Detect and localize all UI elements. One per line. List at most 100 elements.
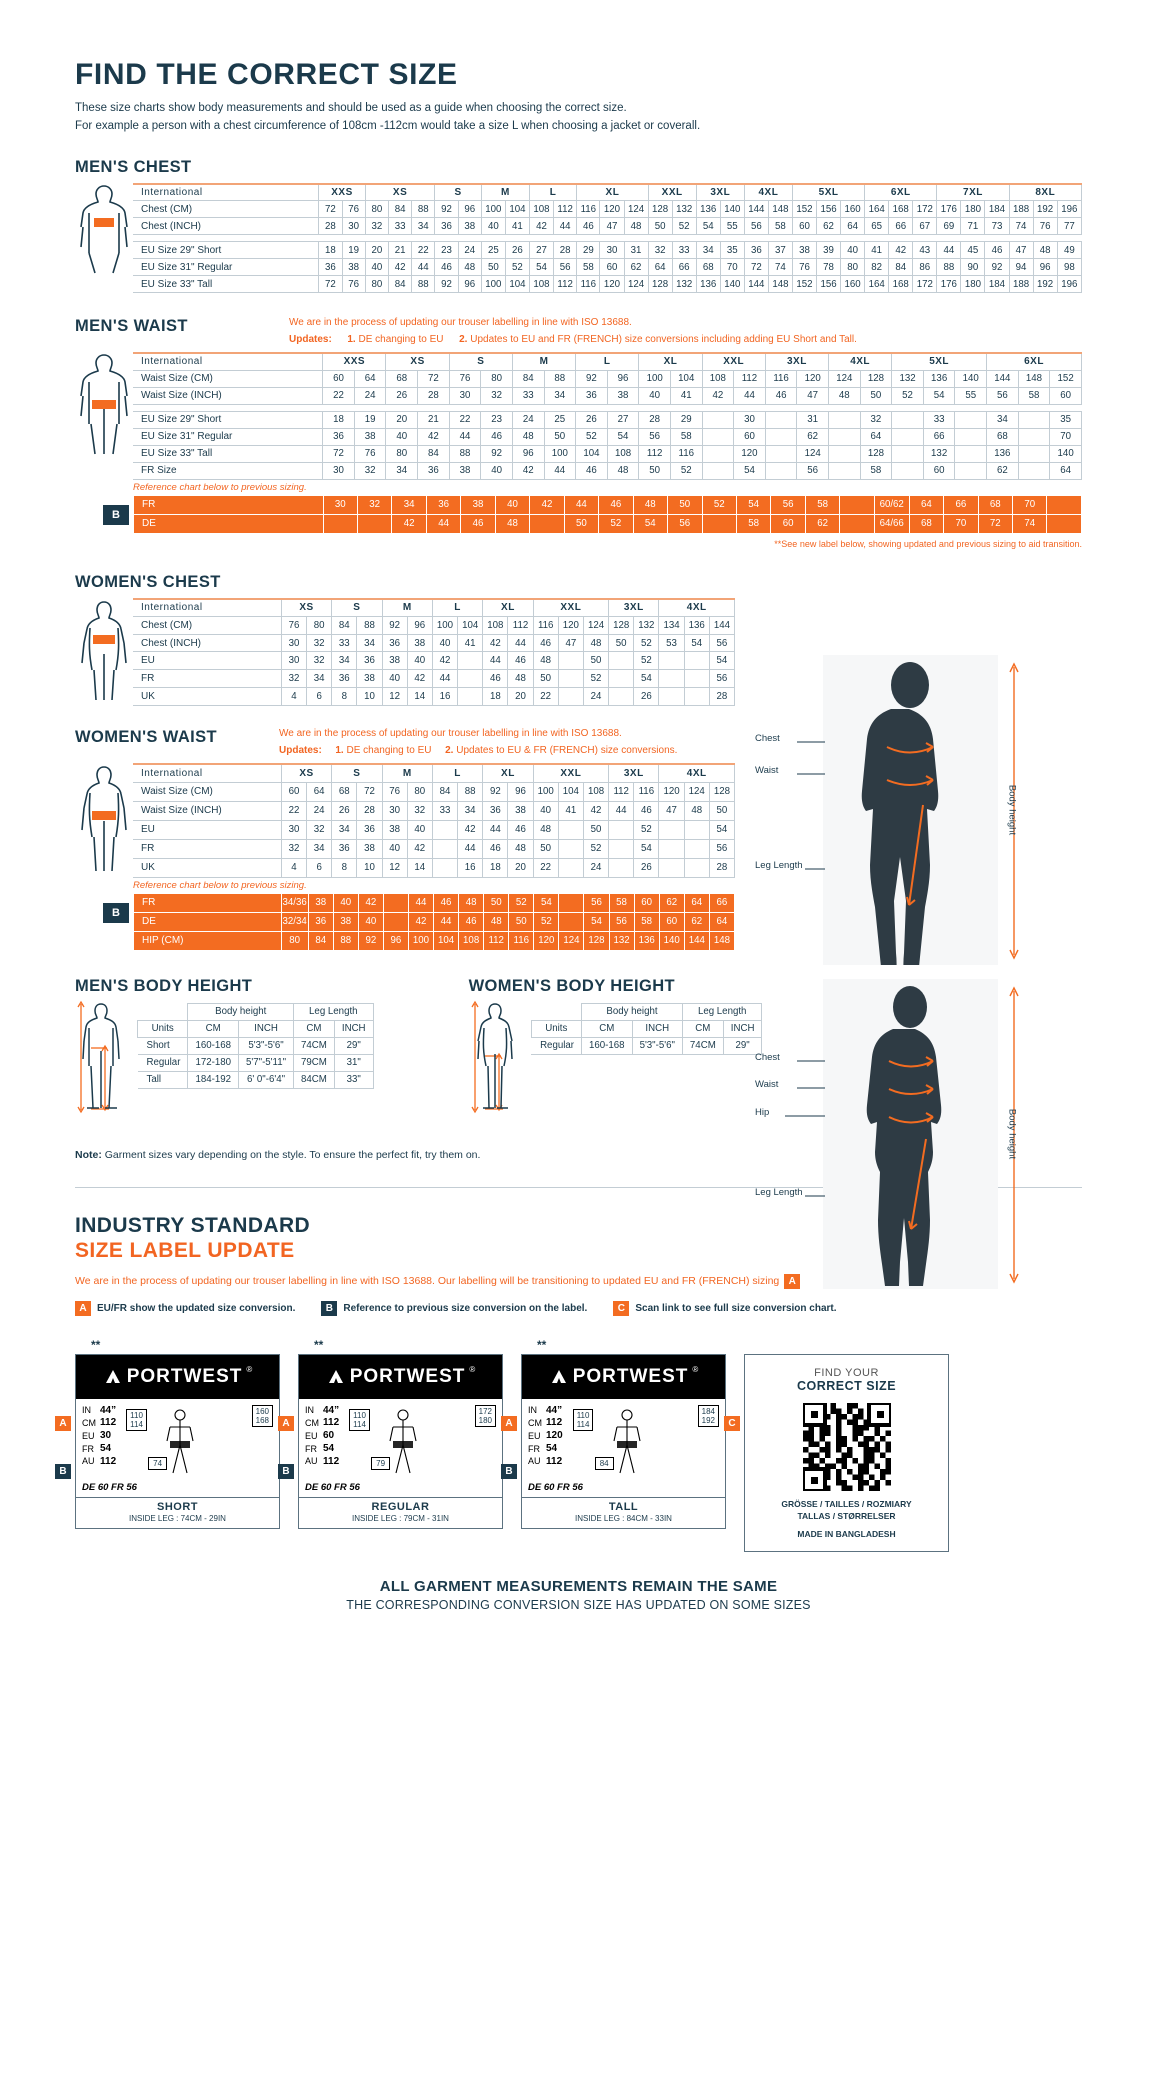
table-cell: 168 bbox=[888, 275, 914, 294]
table-cell: 40 bbox=[406, 651, 433, 671]
table-cell: 66 bbox=[888, 217, 914, 236]
table-cell: 40 bbox=[364, 258, 389, 277]
label-spec-key: AU bbox=[82, 1456, 95, 1467]
callout-female-chest: Chest bbox=[755, 1052, 780, 1063]
table-cell bbox=[1017, 444, 1051, 463]
label-spec-key: CM bbox=[528, 1418, 542, 1429]
bh-column-header: CM bbox=[681, 1019, 724, 1038]
table-cell: 48 bbox=[532, 651, 559, 671]
table-cell bbox=[608, 686, 635, 706]
updates-label-women: Updates: bbox=[279, 744, 322, 756]
table-cell: 50 bbox=[638, 461, 671, 480]
table-cell: 144 bbox=[986, 369, 1019, 388]
reference-cell: 66 bbox=[943, 494, 979, 515]
bh-cell: 33" bbox=[333, 1070, 374, 1089]
label-body: IN 44” CM 112 EU 60 FR 54 AU 112 110 114 172 180 79 DE … bbox=[299, 1399, 502, 1497]
table-cell: 48 bbox=[511, 427, 545, 446]
table-cell: 44 bbox=[482, 651, 509, 671]
row-label: International bbox=[133, 762, 282, 784]
table-cell: 34 bbox=[986, 410, 1019, 429]
table-cell: 92 bbox=[381, 615, 408, 635]
size-header-4xl: 4XL bbox=[827, 352, 893, 371]
size-header-s: S bbox=[448, 352, 513, 371]
table-cell: 116 bbox=[576, 200, 601, 219]
table-header-row: International XS S M L XL XXL 3XL 4XL bbox=[133, 597, 735, 617]
table-cell: 46 bbox=[507, 819, 534, 840]
table-cell: 38 bbox=[448, 461, 482, 480]
table-cell: 52 bbox=[582, 838, 610, 859]
label-diagram: 110 114 160 168 74 bbox=[126, 1404, 273, 1479]
size-header-4xl: 4XL bbox=[658, 597, 735, 617]
label-spec-key: IN bbox=[82, 1405, 91, 1416]
table-cell: 68 bbox=[385, 369, 419, 388]
row-label: EU Size 33" Tall bbox=[133, 275, 320, 294]
bh-group-header: Leg Length bbox=[293, 1002, 374, 1021]
update-1-text-women: DE changing to EU bbox=[346, 744, 432, 756]
iso-note-line-women: We are in the process of updating our tr… bbox=[279, 727, 622, 739]
reference-cell: 68 bbox=[977, 494, 1014, 515]
table-cell: 52 bbox=[582, 669, 610, 688]
table-cell: 128 bbox=[708, 782, 736, 802]
table-cell: 112 bbox=[638, 444, 671, 463]
table-cell: 42 bbox=[528, 217, 555, 236]
table-cell: 50 bbox=[582, 819, 610, 840]
qr-code[interactable] bbox=[800, 1400, 893, 1493]
legend-item: C Scan link to see full size conversion c… bbox=[613, 1300, 837, 1316]
table-row: Chest (INCH) 30 32 33 34 36 38 40 41 42 44 46 47 48 50… bbox=[133, 633, 736, 653]
table-cell: 6 bbox=[306, 857, 333, 878]
table-cell: 14 bbox=[406, 686, 433, 706]
label-spec-row: FR 54 bbox=[82, 1443, 120, 1456]
reference-cell: 72 bbox=[977, 513, 1014, 534]
table-cell: 196 bbox=[1056, 200, 1083, 219]
womens-body-height-title: WOMEN'S BODY HEIGHT bbox=[468, 976, 676, 995]
reference-row-label: DE bbox=[133, 513, 324, 534]
table-cell: 27 bbox=[528, 241, 555, 260]
qr-title-1: FIND YOUR bbox=[814, 1366, 879, 1379]
table-cell: 41 bbox=[457, 633, 484, 653]
table-row: EU 30 32 34 36 38 40 42 44 46 48 50 52 54 bbox=[133, 651, 736, 671]
reference-cell: 58 bbox=[633, 911, 660, 932]
table-cell: 100 bbox=[638, 369, 671, 388]
label-brand-header: PORTWEST ® bbox=[522, 1354, 725, 1399]
table-cell: 56 bbox=[553, 258, 578, 277]
bh-row: Tall 184-192 6' 0"-6'4" 84CM 33" bbox=[137, 1070, 374, 1089]
reference-row: DE 32/34 36 38 40 42 44 46 48 50 52 54 56 58 60 62 64 bbox=[133, 911, 736, 932]
mens-waist-table: International XXS XS S M L XL XXL 3XL 4XL 5XL 6XL Wa… bbox=[133, 352, 1082, 480]
label-registered-mark: ® bbox=[469, 1364, 476, 1374]
size-header-l: L bbox=[528, 182, 578, 202]
table-cell: 36 bbox=[482, 800, 509, 821]
reference-cell: 148 bbox=[708, 930, 736, 951]
table-cell bbox=[764, 461, 798, 480]
reference-cell: 48 bbox=[632, 494, 669, 515]
table-cell: 22 bbox=[322, 386, 355, 405]
updates-label: Updates: bbox=[289, 334, 332, 346]
update-2-text-women: Updates to EU & FR (FRENCH) size convers… bbox=[456, 744, 678, 756]
table-cell: 54 bbox=[633, 669, 660, 688]
reference-cell: 54 bbox=[583, 911, 610, 932]
table-cell: 22 bbox=[532, 857, 559, 878]
table-cell: 40 bbox=[385, 427, 419, 446]
table-cell: 36 bbox=[575, 386, 608, 405]
bh-row-label: Tall bbox=[137, 1070, 189, 1089]
table-cell bbox=[683, 838, 710, 859]
update-2-number-women: 2. bbox=[445, 744, 454, 756]
table-cell: 28 bbox=[638, 410, 671, 429]
table-cell: 42 bbox=[457, 819, 484, 840]
table-cell: 35 bbox=[1049, 410, 1082, 429]
reference-cell: 54 bbox=[533, 892, 560, 913]
row-label: EU Size 31" Regular bbox=[133, 427, 324, 446]
mens-reference-note: Reference chart below to previous sizing… bbox=[133, 481, 307, 493]
table-cell: 47 bbox=[1008, 241, 1034, 260]
reference-cell bbox=[529, 513, 565, 534]
table-cell: 48 bbox=[507, 838, 534, 859]
table-cell: 60 bbox=[733, 427, 766, 446]
section-womens-waist: WOMEN'S WAIST We are in the process of u… bbox=[75, 726, 1082, 951]
table-cell: 60 bbox=[922, 461, 956, 480]
mens-body-height-title: MEN'S BODY HEIGHT bbox=[75, 976, 253, 995]
reference-cell: 92 bbox=[357, 930, 384, 951]
update-1-text: DE changing to EU bbox=[358, 334, 444, 346]
reference-cell: 38 bbox=[460, 494, 496, 515]
table-cell: 56 bbox=[986, 386, 1019, 405]
fit-note: Note: Garment sizes vary depending on th… bbox=[75, 1149, 1082, 1161]
table-cell bbox=[683, 819, 710, 840]
